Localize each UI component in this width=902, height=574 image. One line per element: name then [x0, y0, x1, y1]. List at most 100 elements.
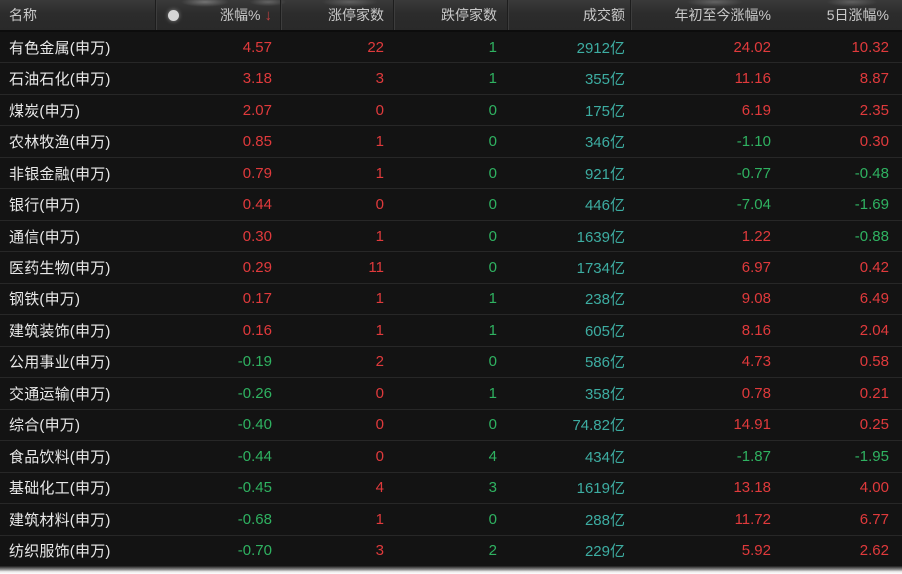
table-row[interactable]: 银行(申万) 0.44 0 0 446亿 -7.04 -1.69	[0, 189, 902, 221]
table-header: 名称 涨幅% ↓ 涨停家数 跌停家数 成交额 年初至今涨幅% 5日涨幅%	[0, 0, 902, 32]
cell-limit-up-count: 1	[375, 290, 384, 308]
cell-limit-down-count: 1	[488, 384, 497, 402]
table-row[interactable]: 基础化工(申万) -0.45 4 3 1619亿 13.18 4.00	[0, 472, 902, 505]
cell-sector-name: 建筑材料(申万)	[9, 511, 111, 529]
cell-change-pct: -0.70	[237, 542, 272, 560]
table-row[interactable]: 钢铁(申万) 0.17 1 1 238亿 9.08 6.49	[0, 283, 902, 316]
cell-sector-name: 煤炭(申万)	[9, 102, 81, 120]
header-5d-pct-label: 5日涨幅%	[826, 7, 889, 23]
table-row[interactable]: 公用事业(申万) -0.19 2 0 586亿 4.73 0.58	[0, 346, 902, 379]
cell-change-pct: -0.26	[237, 384, 272, 402]
cell-limit-down-count: 0	[488, 196, 497, 214]
table-row[interactable]: 非银金融(申万) 0.79 1 0 921亿 -0.77 -0.48	[0, 157, 902, 190]
cell-turnover: 1639亿	[576, 228, 625, 246]
table-row[interactable]: 石油石化(申万) 3.18 3 1 355亿 11.16 8.87	[0, 63, 902, 95]
cell-limit-up-count: 1	[375, 164, 384, 182]
cell-ytd-pct: 11.72	[734, 510, 771, 528]
cell-5d-pct: 2.35	[859, 101, 889, 119]
header-limit-up-column[interactable]: 涨停家数	[280, 0, 393, 30]
cell-change-pct: 0.17	[242, 290, 272, 308]
header-name-label: 名称	[9, 7, 37, 23]
header-limit-down-column[interactable]: 跌停家数	[393, 0, 507, 30]
cell-limit-up-count: 0	[375, 384, 384, 402]
cell-5d-pct: -1.95	[854, 447, 889, 465]
header-5d-pct-column[interactable]: 5日涨幅%	[778, 0, 902, 30]
table-row[interactable]: 食品饮料(申万) -0.44 0 4 434亿 -1.87 -1.95	[0, 441, 902, 473]
cell-limit-up-count: 22	[367, 38, 384, 56]
cell-sector-name: 交通运输(申万)	[9, 385, 111, 403]
cell-turnover: 358亿	[584, 385, 625, 403]
cell-turnover: 1734亿	[576, 260, 625, 278]
cell-dot	[155, 126, 191, 156]
header-turnover-column[interactable]: 成交额	[507, 0, 630, 30]
table-row[interactable]: 农林牧渔(申万) 0.85 1 0 346亿 -1.10 0.30	[0, 126, 902, 158]
cell-ytd-pct: 6.19	[741, 101, 771, 119]
cell-5d-pct: 8.87	[859, 70, 889, 88]
cell-turnover: 2912亿	[576, 39, 625, 57]
cell-turnover: 288亿	[584, 511, 625, 529]
header-turnover-label: 成交额	[583, 7, 625, 23]
cell-change-pct: 0.85	[242, 133, 272, 151]
header-name-column[interactable]: 名称	[0, 0, 155, 30]
table-row[interactable]: 建筑装饰(申万) 0.16 1 1 605亿 8.16 2.04	[0, 315, 902, 347]
cell-change-pct: 0.44	[242, 196, 272, 214]
cell-sector-name: 医药生物(申万)	[9, 260, 111, 278]
cell-change-pct: -0.68	[237, 510, 272, 528]
cell-limit-down-count: 0	[488, 416, 497, 434]
cell-sector-name: 基础化工(申万)	[9, 480, 111, 498]
header-dot-column[interactable]	[155, 0, 191, 30]
cell-5d-pct: 0.21	[859, 384, 889, 402]
cell-limit-up-count: 1	[375, 321, 384, 339]
table-body: 有色金属(申万) 4.57 22 1 2912亿 24.02 10.32 石油石化(申万) 3.…	[0, 32, 902, 566]
sort-desc-arrow-icon: ↓	[264, 6, 273, 24]
table-row[interactable]: 煤炭(申万) 2.07 0 0 175亿 6.19 2.35	[0, 94, 902, 127]
cell-5d-pct: 6.49	[859, 290, 889, 308]
header-limit-down-label: 跌停家数	[441, 7, 497, 23]
cell-limit-up-count: 0	[375, 447, 384, 465]
cell-turnover: 175亿	[584, 102, 625, 120]
cell-dot	[155, 158, 191, 188]
cell-dot	[155, 63, 191, 93]
cell-dot	[155, 410, 191, 440]
header-limit-up-label: 涨停家数	[328, 7, 384, 23]
table-row[interactable]: 通信(申万) 0.30 1 0 1639亿 1.22 -0.88	[0, 220, 902, 253]
cell-dot	[155, 221, 191, 251]
header-change-pct-column[interactable]: 涨幅% ↓	[191, 0, 280, 30]
cell-5d-pct: 2.04	[859, 321, 889, 339]
header-ytd-pct-column[interactable]: 年初至今涨幅%	[630, 0, 778, 30]
cell-change-pct: 0.30	[242, 227, 272, 245]
table-row[interactable]: 建筑材料(申万) -0.68 1 0 288亿 11.72 6.77	[0, 504, 902, 536]
table-row[interactable]: 交通运输(申万) -0.26 0 1 358亿 0.78 0.21	[0, 378, 902, 410]
cell-limit-down-count: 0	[488, 259, 497, 277]
cell-sector-name: 综合(申万)	[9, 417, 81, 435]
table-row[interactable]: 医药生物(申万) 0.29 11 0 1734亿 6.97 0.42	[0, 252, 902, 284]
cell-turnover: 1619亿	[576, 480, 625, 498]
cell-ytd-pct: -0.77	[736, 164, 771, 182]
cell-5d-pct: -0.48	[854, 164, 889, 182]
cell-limit-up-count: 11	[368, 259, 384, 277]
cell-change-pct: 0.16	[242, 321, 272, 339]
cell-sector-name: 纺织服饰(申万)	[9, 543, 111, 561]
cell-5d-pct: -1.69	[854, 196, 889, 214]
table-row[interactable]: 有色金属(申万) 4.57 22 1 2912亿 24.02 10.32	[0, 32, 902, 64]
table-row[interactable]: 纺织服饰(申万) -0.70 3 2 229亿 5.92 2.62	[0, 535, 902, 566]
cell-ytd-pct: -1.10	[736, 133, 771, 151]
cell-5d-pct: 4.00	[859, 479, 889, 497]
cell-ytd-pct: 8.16	[741, 321, 771, 339]
cell-ytd-pct: -7.04	[736, 196, 771, 214]
cell-ytd-pct: 6.97	[741, 259, 771, 277]
cell-ytd-pct: 9.08	[741, 290, 771, 308]
cell-dot	[155, 347, 191, 377]
cell-sector-name: 钢铁(申万)	[9, 291, 81, 309]
cell-dot	[155, 284, 191, 314]
cell-turnover: 346亿	[584, 134, 625, 152]
cell-change-pct: -0.44	[237, 447, 272, 465]
cell-change-pct: 2.07	[242, 101, 272, 119]
table-row[interactable]: 综合(申万) -0.40 0 0 74.82亿 14.91 0.25	[0, 409, 902, 442]
cell-limit-up-count: 3	[375, 542, 384, 560]
cell-limit-up-count: 0	[375, 101, 384, 119]
cell-change-pct: -0.45	[237, 479, 272, 497]
cell-limit-down-count: 0	[488, 510, 497, 528]
cell-dot	[155, 252, 191, 282]
